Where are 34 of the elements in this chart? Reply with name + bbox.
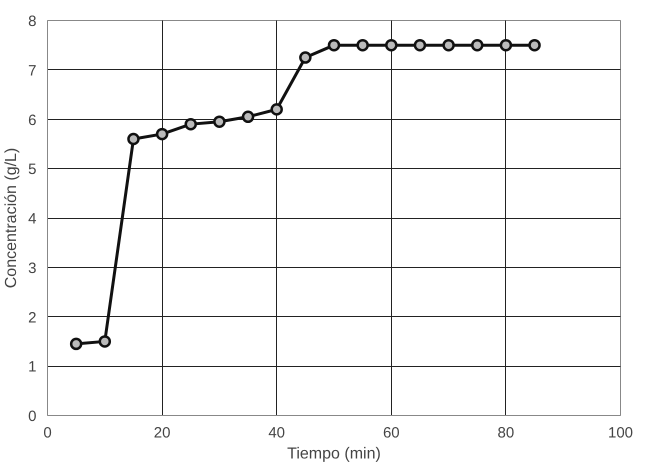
x-tick-label: 20 [154,424,170,442]
point [528,38,541,52]
point [184,118,197,130]
x-tick-label: 0 [43,424,52,442]
point [156,128,168,140]
y-tick-label: 6 [28,112,36,129]
point [442,38,455,52]
x-axis-title: Tiempo (min) [287,446,381,462]
point [127,132,140,146]
point [213,115,226,128]
x-tick-label: 80 [498,424,514,442]
y-tick-label: 0 [28,408,36,425]
point [98,335,112,348]
x-tick-label: 60 [382,424,400,442]
point [328,38,340,52]
point [471,38,484,52]
point [270,103,283,116]
point [242,110,254,124]
point [414,38,426,52]
y-tick-label: 5 [28,161,36,178]
x-tick-label: 100 [608,424,634,442]
y-tick-label: 3 [28,260,36,277]
point [500,38,512,52]
point [299,51,312,64]
y-tick-label: 2 [28,309,36,326]
y-axis-title: Concentración (g/L) [3,148,20,288]
point [356,38,369,52]
point [385,38,398,52]
y-tick-label: 7 [28,62,36,80]
y-tick-label: 8 [28,13,36,30]
y-tick-label: 1 [28,358,36,376]
x-tick-label: 40 [268,424,286,442]
y-tick-label: 4 [28,210,36,228]
point [70,338,82,350]
